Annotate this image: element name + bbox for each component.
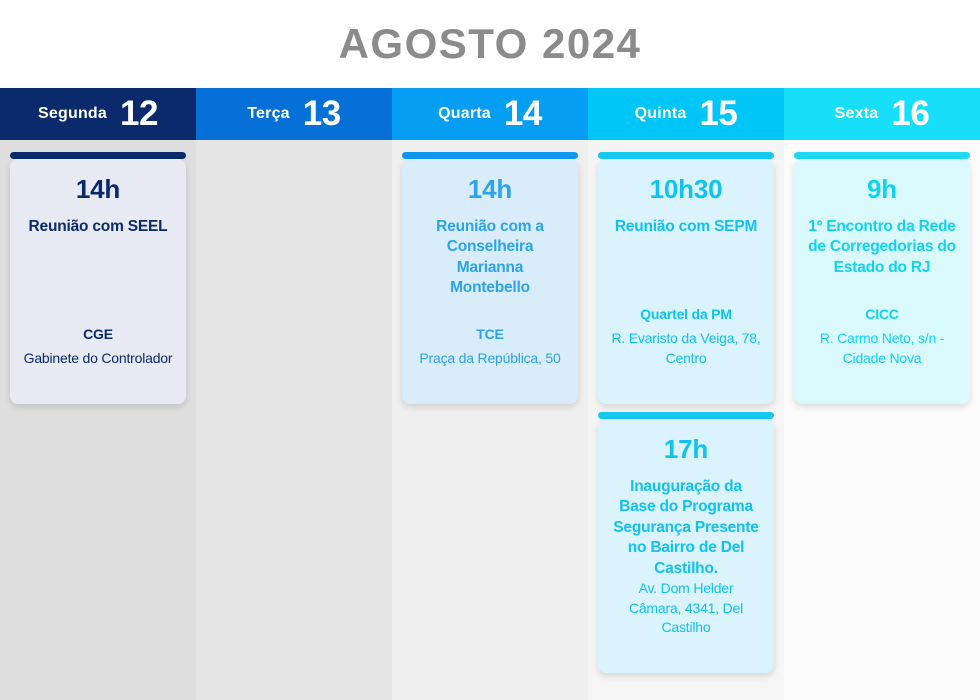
day-header-segunda: Segunda 12 xyxy=(0,88,196,140)
day-column-sexta: Sexta 16 9h 1º Encontro da Rede de Corre… xyxy=(784,88,980,700)
event-venue: TCE xyxy=(476,325,504,342)
card-accent-bar xyxy=(10,152,186,159)
event-card[interactable]: 9h 1º Encontro da Rede de Corregedorias … xyxy=(794,152,970,404)
day-column-segunda: Segunda 12 14h Reunião com SEEL CGE Gabi… xyxy=(0,88,196,700)
day-header-quarta: Quarta 14 xyxy=(392,88,588,140)
card-body: 17h Inauguração da Base do Programa Segu… xyxy=(598,419,774,674)
event-venue: Quartel da PM xyxy=(640,306,732,323)
event-time: 10h30 xyxy=(649,174,723,204)
day-body-quarta: 14h Reunião com a Conselheira Marianna M… xyxy=(392,140,588,700)
day-column-terca: Terça 13 xyxy=(196,88,392,700)
day-name: Segunda xyxy=(38,105,108,122)
card-spacer xyxy=(611,237,761,306)
week-grid: Segunda 12 14h Reunião com SEEL CGE Gabi… xyxy=(0,88,980,700)
day-number: 15 xyxy=(699,94,738,133)
event-address: R. Carmo Neto, s/n - Cidade Nova xyxy=(819,330,945,366)
card-body: 10h30 Reunião com SEPM Quartel da PM R. … xyxy=(598,159,774,404)
event-address: R. Evaristo da Veiga, 78, Centro xyxy=(611,330,761,366)
event-address: Gabinete do Controlador xyxy=(23,349,173,366)
card-spacer xyxy=(807,278,957,306)
card-accent-bar xyxy=(598,412,774,419)
event-title: Reunião com SEPM xyxy=(614,218,758,235)
event-card[interactable]: 14h Reunião com a Conselheira Marianna M… xyxy=(402,152,578,404)
event-card[interactable]: 17h Inauguração da Base do Programa Segu… xyxy=(598,412,774,674)
event-title: Reunião com a Conselheira Marianna Monte… xyxy=(436,218,544,297)
page-title: AGOSTO 2024 xyxy=(338,20,642,67)
day-body-segunda: 14h Reunião com SEEL CGE Gabinete do Con… xyxy=(0,140,196,700)
event-address: Praça da República, 50 xyxy=(419,349,561,366)
event-address: Av. Dom Helder Câmara, 4341, Del Castilh… xyxy=(628,580,744,635)
day-name: Quinta xyxy=(634,105,687,122)
day-name: Sexta xyxy=(834,105,879,122)
day-header-terca: Terça 13 xyxy=(196,88,392,140)
day-column-quinta: Quinta 15 10h30 Reunião com SEPM Quartel… xyxy=(588,88,784,700)
event-title: Reunião com SEEL xyxy=(28,218,168,235)
event-card[interactable]: 10h30 Reunião com SEPM Quartel da PM R. … xyxy=(598,152,774,404)
day-body-terca xyxy=(196,140,392,700)
day-name: Terça xyxy=(247,105,290,122)
day-header-quinta: Quinta 15 xyxy=(588,88,784,140)
day-column-quarta: Quarta 14 14h Reunião com a Conselheira … xyxy=(392,88,588,700)
card-accent-bar xyxy=(598,152,774,159)
title-bar: AGOSTO 2024 xyxy=(0,0,980,88)
card-body: 14h Reunião com SEEL CGE Gabinete do Con… xyxy=(10,159,186,404)
day-header-sexta: Sexta 16 xyxy=(784,88,980,140)
event-card[interactable]: 14h Reunião com SEEL CGE Gabinete do Con… xyxy=(10,152,186,404)
event-title: 1º Encontro da Rede de Corregedorias do … xyxy=(808,218,956,276)
event-title: Inauguração da Base do Programa Seguranç… xyxy=(613,478,759,577)
event-time: 17h xyxy=(663,434,709,464)
day-body-quinta: 10h30 Reunião com SEPM Quartel da PM R. … xyxy=(588,140,784,700)
card-spacer xyxy=(23,237,173,325)
event-time: 9h xyxy=(867,174,897,204)
day-body-sexta: 9h 1º Encontro da Rede de Corregedorias … xyxy=(784,140,980,700)
event-time: 14h xyxy=(467,174,513,204)
card-body: 9h 1º Encontro da Rede de Corregedorias … xyxy=(794,159,970,404)
day-number: 13 xyxy=(302,94,341,133)
day-name: Quarta xyxy=(438,105,491,122)
event-time: 14h xyxy=(75,174,121,204)
event-venue: CICC xyxy=(865,306,899,323)
event-venue: CGE xyxy=(83,325,113,342)
card-spacer xyxy=(415,299,565,326)
card-accent-bar xyxy=(794,152,970,159)
day-number: 16 xyxy=(891,94,930,133)
card-accent-bar xyxy=(402,152,578,159)
card-body: 14h Reunião com a Conselheira Marianna M… xyxy=(402,159,578,404)
day-number: 12 xyxy=(120,94,158,133)
day-number: 14 xyxy=(503,94,542,133)
